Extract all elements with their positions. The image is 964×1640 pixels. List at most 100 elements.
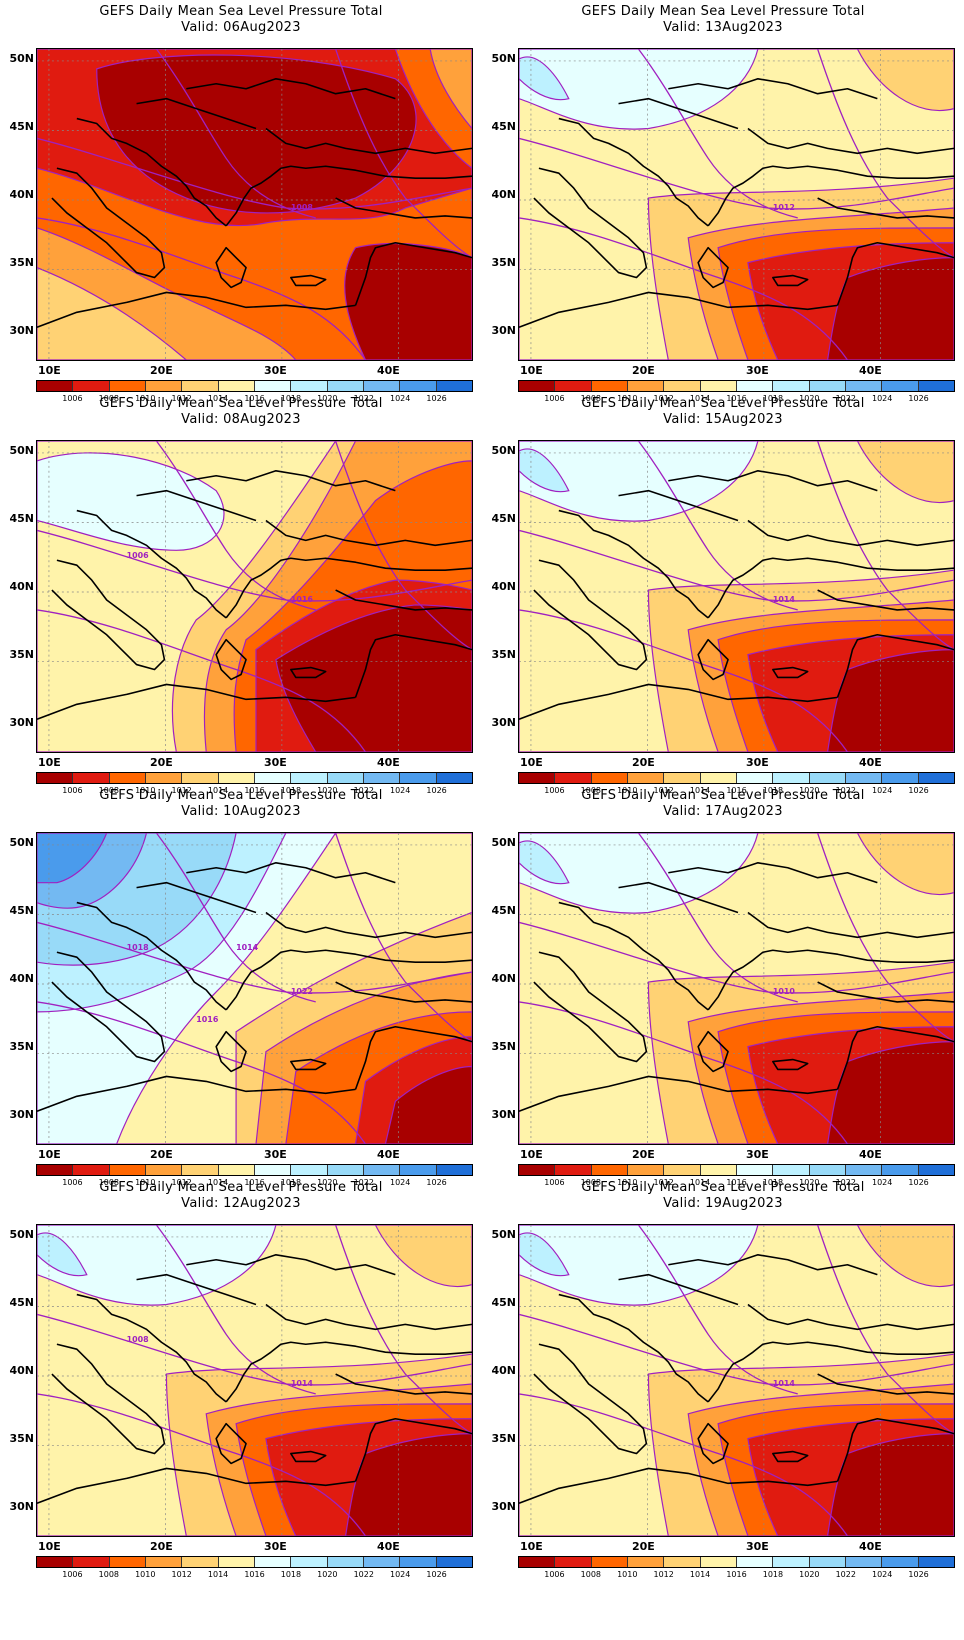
longitude-label: 40E [859, 1148, 882, 1161]
latitude-label: 45N [491, 904, 516, 917]
colorbar-level-label: 1018 [280, 1570, 302, 1579]
colorbar-swatch [773, 1165, 810, 1175]
coastline-border [772, 274, 809, 287]
latitude-label: 45N [491, 120, 516, 133]
pressure-field-svg: 1014 [519, 1225, 954, 1536]
coastline-border [136, 1273, 257, 1306]
panel-valid-date: Valid: 13Aug2023 [663, 20, 783, 35]
pressure-band [37, 1225, 277, 1306]
latitude-label: 45N [491, 1296, 516, 1309]
coastline-border [618, 881, 739, 914]
coastline-border [335, 197, 472, 219]
panel-title: GEFS Daily Mean Sea Level Pressure Total… [0, 4, 482, 36]
colorbar-level-label: 1026 [908, 1178, 929, 1187]
coastline-border [533, 167, 648, 279]
latitude-label: 30N [9, 1500, 34, 1513]
colorbar-swatch [918, 1165, 954, 1175]
colorbar-level-label: 1024 [389, 786, 411, 795]
latitude-label: 35N [491, 648, 516, 661]
latitude-label: 40N [9, 1364, 34, 1377]
map-panel: GEFS Daily Mean Sea Level Pressure Total… [0, 1176, 482, 1586]
colorbar-swatch [736, 773, 774, 783]
colorbar-level-label: 1022 [835, 1178, 856, 1187]
pressure-band [519, 840, 570, 885]
isobar-line [155, 441, 316, 611]
pressure-field-svg: 1016 1006 [37, 441, 472, 752]
pressure-band [856, 49, 954, 112]
panel-title: GEFS Daily Mean Sea Level Pressure Total… [482, 788, 964, 820]
colorbar-level-label: 1010 [617, 1570, 638, 1579]
longitude-label: 30E [746, 364, 769, 377]
pressure-band [37, 833, 108, 884]
panel-valid-date: Valid: 12Aug2023 [181, 1196, 301, 1211]
coastline-border [817, 589, 954, 611]
isobar-line [519, 1313, 954, 1386]
colorbar-level-label: 1012 [171, 394, 192, 403]
colorbar-swatch [809, 773, 846, 783]
colorbar-level-label: 1016 [244, 1570, 265, 1579]
isobar-line [335, 1225, 472, 1435]
colorbar-swatch [400, 773, 437, 783]
coastline-border [618, 97, 739, 130]
latitude-label: 40N [491, 580, 516, 593]
longitude-label: 30E [264, 756, 287, 769]
colorbar-level-label: 1016 [726, 1570, 747, 1579]
colorbar-level-label: 1008 [580, 1570, 602, 1579]
longitude-label: 10E [38, 364, 61, 377]
coastline-border [697, 638, 729, 681]
colorbar-level-label: 1010 [617, 394, 638, 403]
colorbar-level-label: 1008 [580, 1178, 602, 1187]
isobar-label: 1016 [291, 595, 314, 604]
coastline-border [836, 633, 954, 698]
colorbar-swatch [918, 1557, 954, 1567]
colorbar-swatch [73, 773, 110, 783]
colorbar-level-label: 1026 [426, 1178, 447, 1187]
pressure-map: 1014 [518, 440, 955, 753]
colorbar-level-label: 1006 [62, 1570, 83, 1579]
colorbar-swatch [182, 1557, 219, 1567]
colorbar-swatch [182, 381, 219, 391]
colorbar-level-label: 1020 [317, 394, 338, 403]
colorbar-swatch [327, 773, 364, 783]
colorbar-swatch [664, 1557, 701, 1567]
colorbar-swatch [627, 381, 665, 391]
pressure-band [519, 1225, 759, 1306]
coastline-border [519, 1075, 838, 1112]
colorbar-level-label: 1026 [426, 394, 447, 403]
isobar-label: 1008 [127, 1335, 150, 1344]
longitude-label: 20E [150, 364, 173, 377]
colorbar-swatch [918, 773, 954, 783]
map-panel: GEFS Daily Mean Sea Level Pressure Total… [0, 784, 482, 1194]
colorbar-swatch [809, 381, 846, 391]
colorbar-swatch [591, 381, 628, 391]
colorbar-swatch [591, 773, 628, 783]
colorbar-level-label: 1014 [207, 786, 229, 795]
coastline-border [51, 951, 166, 1063]
pressure-field-svg: 1012 [519, 49, 954, 360]
colorbar-swatch [627, 1557, 665, 1567]
coastline-border [265, 519, 472, 547]
colorbar-swatch [327, 1557, 364, 1567]
coastline-border [136, 97, 257, 130]
isobar-line [155, 49, 316, 219]
coastline-border [707, 165, 954, 227]
coastline-border [335, 1373, 472, 1395]
colorbar-level-label: 1018 [280, 786, 302, 795]
isobar-line [519, 609, 849, 752]
longitude-label: 40E [377, 1148, 400, 1161]
colorbar-level-label: 1006 [62, 1178, 83, 1187]
colorbar-level-label: 1026 [908, 786, 929, 795]
isobar-line [37, 137, 472, 210]
coastline-border [747, 1303, 954, 1331]
pressure-map: 1014 [518, 1224, 955, 1537]
colorbar [518, 1556, 955, 1568]
longitude-label: 10E [38, 756, 61, 769]
coastline-border [707, 1341, 954, 1403]
coastline-border [290, 274, 327, 287]
colorbar-swatch [363, 773, 401, 783]
colorbar-swatch [291, 1557, 328, 1567]
coastline-border [265, 1303, 472, 1331]
colorbar-level-label: 1016 [726, 394, 747, 403]
isobar-label: 1014 [773, 595, 796, 604]
latitude-label: 45N [9, 904, 34, 917]
